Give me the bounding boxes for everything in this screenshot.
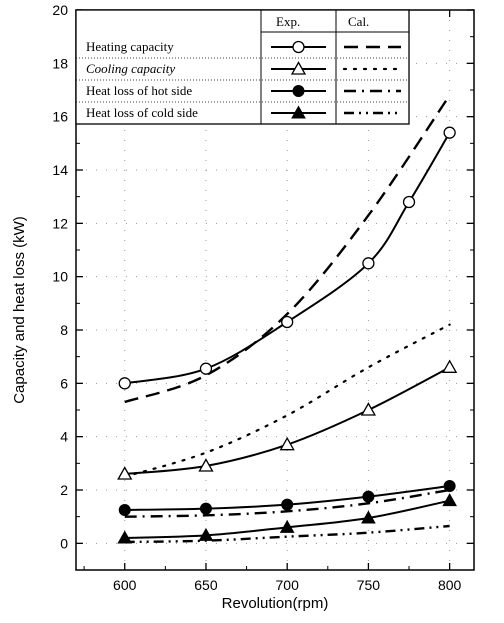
x-axis-title: Revolution(rpm) — [222, 595, 329, 612]
heating-capacity-exp-point — [443, 126, 456, 139]
x-tick-label: 750 — [357, 577, 381, 593]
legend: Exp. Cal. Heating capacity Cooling capacity… — [75, 9, 410, 125]
y-tick-label: 8 — [60, 322, 68, 338]
legend-label: Heat loss of hot side — [86, 83, 192, 98]
cooling-capacity-exp-point — [117, 466, 133, 480]
heating-capacity-exp-point — [281, 315, 294, 329]
y-tick-label: 16 — [52, 109, 68, 125]
heat-loss-of-hot-side-cal-line — [124, 488, 450, 518]
y-tick-label: 20 — [52, 2, 68, 18]
heat-loss-of-cold-side-exp-point — [198, 527, 214, 541]
y-axis-title: Capacity and heat loss (kW) — [11, 216, 28, 404]
heat-loss-of-cold-side-cal-line — [124, 524, 450, 544]
heat-loss-of-hot-side-exp-point — [443, 480, 456, 492]
cooling-capacity-exp-point — [360, 402, 377, 416]
heat-loss-of-hot-side-exp-point — [362, 490, 375, 503]
heating-capacity-exp-point — [199, 362, 213, 375]
cooling-capacity-exp-point — [198, 458, 214, 472]
y-tick-label: 14 — [52, 162, 68, 178]
legend-exp-marker — [290, 61, 307, 75]
legend-exp-marker — [292, 85, 305, 97]
heating-capacity-exp-point — [118, 377, 131, 390]
y-tick-label: 2 — [60, 482, 68, 498]
grid — [76, 9, 474, 570]
cooling-capacity-exp-point — [279, 436, 295, 451]
heat-loss-of-cold-side-exp-point — [442, 493, 457, 507]
heating-capacity-exp-point — [362, 257, 375, 270]
cooling-capacity-cal-line — [123, 323, 451, 478]
heat-loss-of-hot-side-exp-point — [281, 498, 294, 511]
x-tick-label: 600 — [113, 577, 137, 593]
legend-exp-marker — [292, 40, 305, 54]
marker-layer — [117, 126, 458, 544]
y-tick-label: 6 — [60, 375, 68, 391]
cooling-capacity-exp-point — [442, 359, 458, 373]
legend-header-exp: Exp. — [276, 14, 300, 29]
heat-loss-of-hot-side-exp-point — [199, 502, 212, 515]
y-tick-label: 4 — [60, 429, 68, 445]
x-tick-label: 650 — [194, 577, 218, 593]
y-tick-label: 18 — [52, 55, 68, 71]
heating-capacity-exp-point — [402, 195, 416, 209]
legend-label: Cooling capacity — [86, 61, 175, 76]
y-tick-label: 0 — [60, 535, 68, 551]
legend-label: Heating capacity — [86, 39, 174, 54]
heat-loss-of-hot-side-exp-point — [118, 504, 131, 516]
heating-capacity-cal-line — [124, 94, 451, 404]
x-tick-label: 800 — [438, 577, 462, 593]
legend-label: Heat loss of cold side — [86, 105, 198, 120]
legend-exp-marker — [291, 105, 306, 119]
legend-box — [75, 9, 410, 125]
heat-loss-of-cold-side-exp-point — [117, 530, 133, 544]
y-tick-label: 10 — [52, 269, 68, 285]
heat-loss-of-cold-side-exp-point — [279, 519, 295, 533]
y-tick-label: 12 — [52, 215, 68, 231]
heat-loss-of-cold-side-exp-point — [361, 510, 376, 524]
x-tick-label: 700 — [276, 577, 300, 593]
legend-header-cal: Cal. — [348, 14, 369, 29]
